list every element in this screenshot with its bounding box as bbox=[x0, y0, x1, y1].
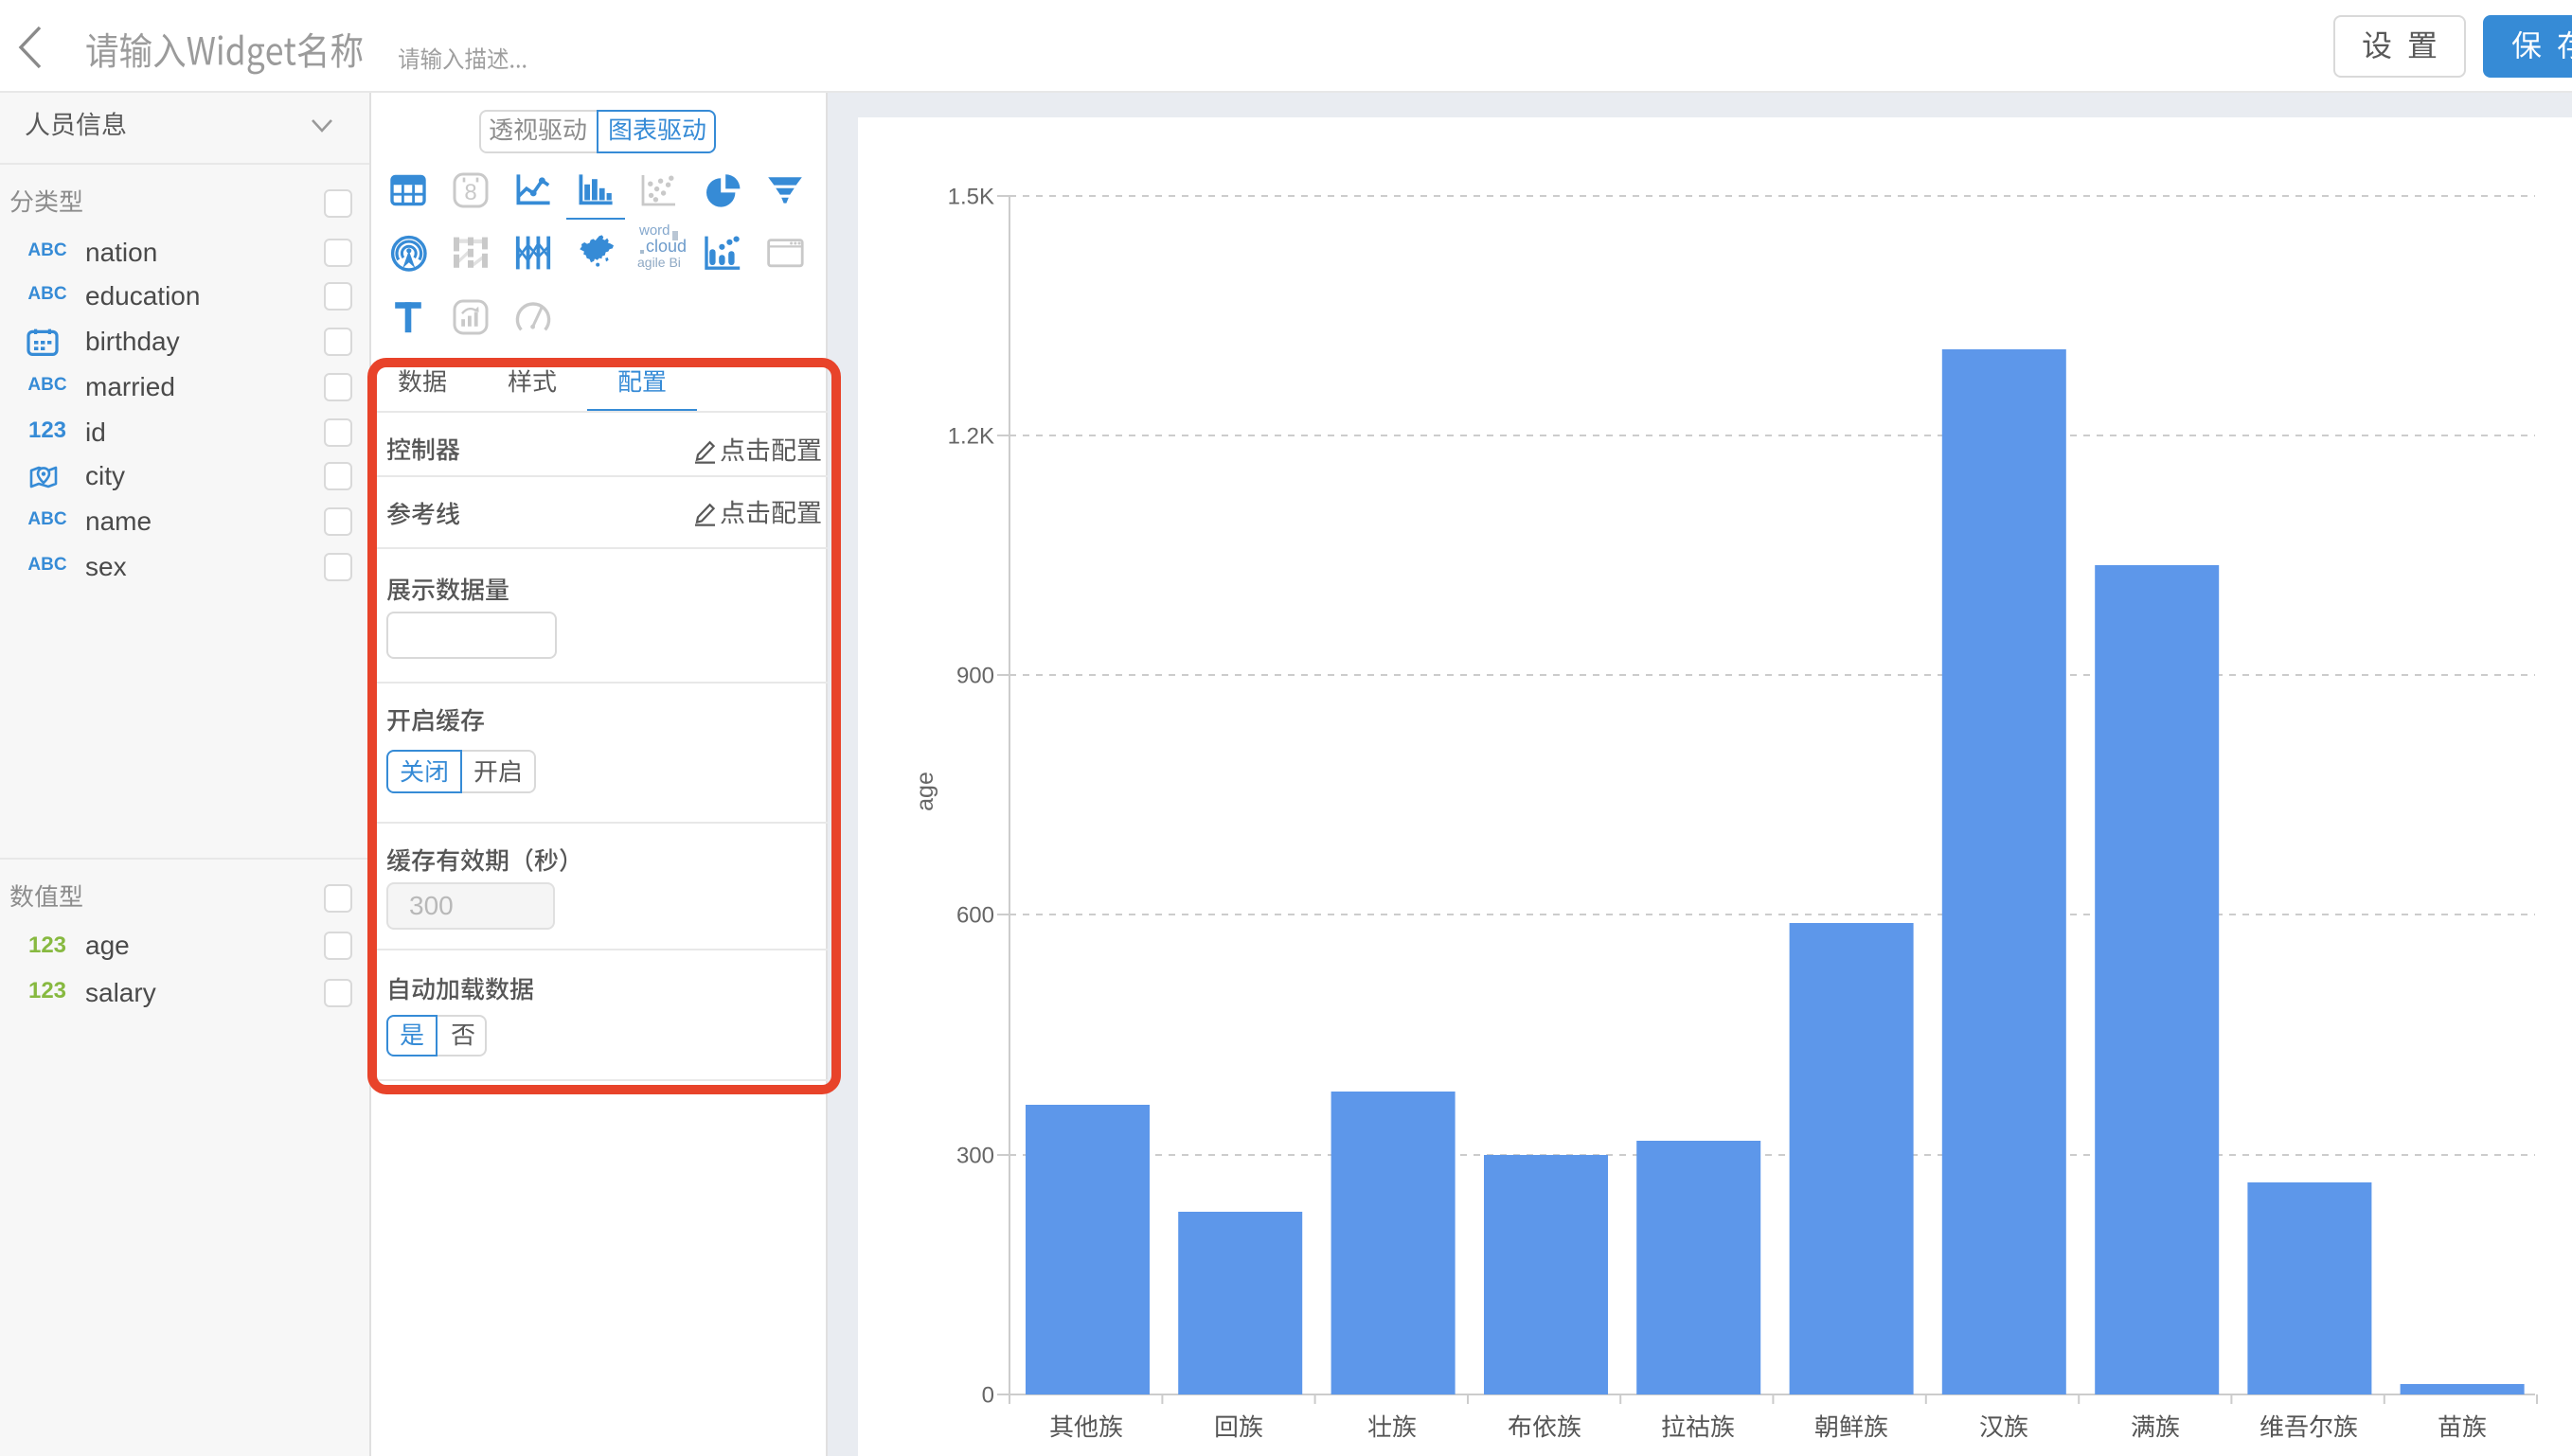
svg-text:1.2K: 1.2K bbox=[947, 423, 993, 449]
svg-text:age: age bbox=[911, 772, 938, 811]
svg-text:1.5K: 1.5K bbox=[947, 184, 993, 209]
svg-text:8: 8 bbox=[464, 180, 476, 205]
svg-text:600: 600 bbox=[956, 902, 993, 928]
svg-text:0: 0 bbox=[981, 1382, 993, 1408]
svg-text:300: 300 bbox=[956, 1143, 993, 1168]
svg-text:900: 900 bbox=[956, 663, 993, 688]
